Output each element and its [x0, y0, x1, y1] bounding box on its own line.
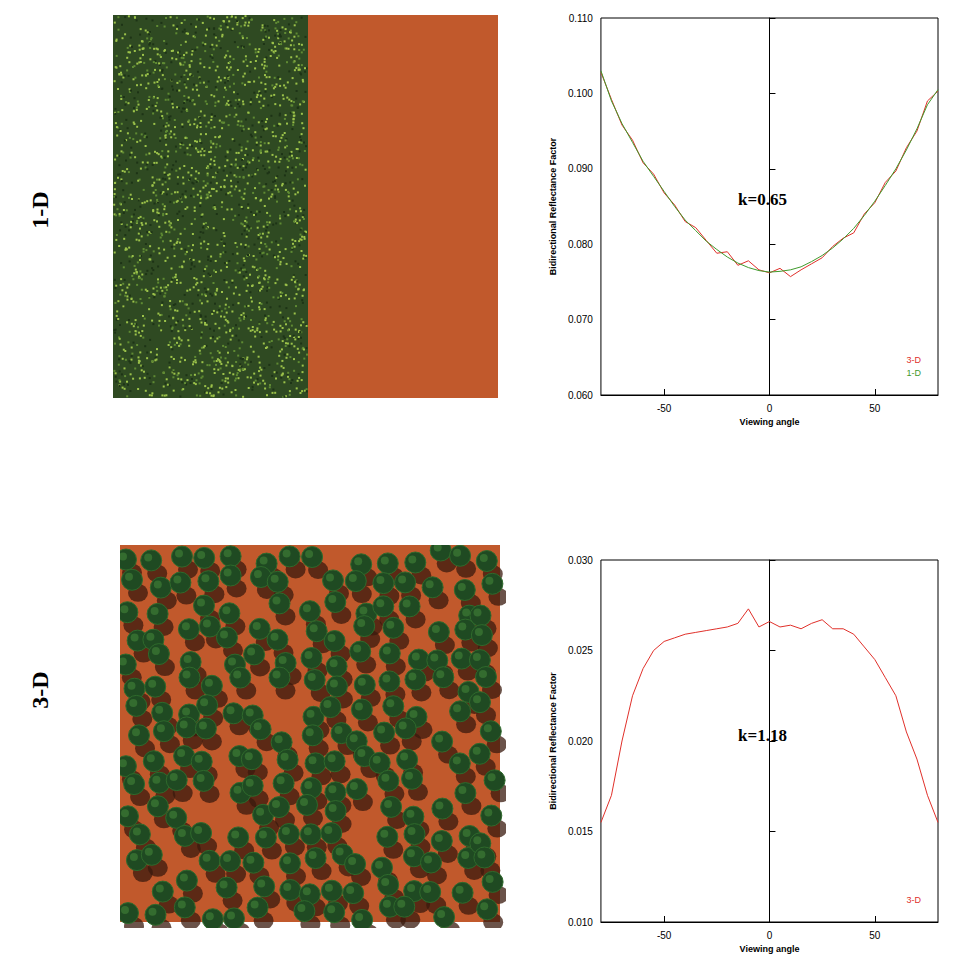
svg-text:Bidirectional Reflectance Fact: Bidirectional Reflectance Factor: [548, 672, 558, 810]
svg-text:50: 50: [869, 930, 881, 941]
svg-text:0.015: 0.015: [568, 826, 593, 837]
svg-text:0: 0: [767, 930, 773, 941]
svg-text:-50: -50: [657, 403, 672, 414]
html-text:1-D: 1-D: [27, 191, 53, 229]
svg-text:Viewing angle: Viewing angle: [740, 417, 800, 427]
svg-text:k=1.18: k=1.18: [738, 726, 787, 745]
svg-text:-50: -50: [657, 930, 672, 941]
html-text:3-D: 3-D: [27, 671, 53, 709]
svg-text:0.060: 0.060: [568, 390, 593, 401]
svg-text:50: 50: [869, 403, 881, 414]
svg-text:3-D: 3-D: [906, 895, 921, 905]
svg-text:0.090: 0.090: [568, 163, 593, 174]
svg-text:0.025: 0.025: [568, 645, 593, 656]
svg-text:0: 0: [767, 403, 773, 414]
svg-text:Viewing angle: Viewing angle: [740, 944, 800, 954]
svg-text:Bidirectional Reflectance Fact: Bidirectional Reflectance Factor: [548, 137, 558, 275]
svg-text:3-D: 3-D: [906, 355, 921, 365]
svg-text:0.030: 0.030: [568, 555, 593, 566]
svg-text:k=0.65: k=0.65: [738, 190, 787, 209]
svg-text:0.110: 0.110: [569, 13, 594, 24]
svg-text:0.080: 0.080: [568, 239, 593, 250]
svg-text:0.010: 0.010: [568, 917, 593, 928]
svg-text:0.020: 0.020: [568, 736, 593, 747]
svg-text:1-D: 1-D: [906, 368, 921, 378]
svg-text:0.100: 0.100: [568, 88, 593, 99]
svg-text:0.070: 0.070: [568, 314, 593, 325]
